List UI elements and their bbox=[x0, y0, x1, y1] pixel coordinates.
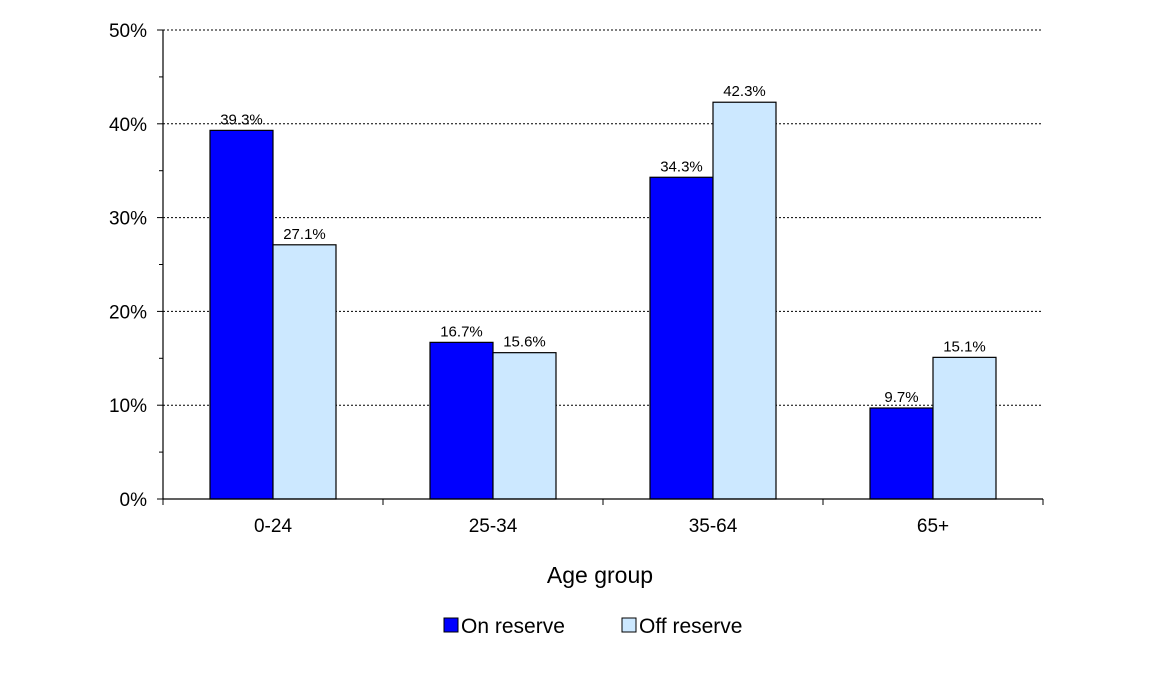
data-label: 9.7% bbox=[884, 389, 918, 406]
legend-label: On reserve bbox=[461, 615, 565, 638]
legend: On reserve Off reserve bbox=[443, 615, 742, 638]
y-tick-label: 50% bbox=[109, 21, 147, 42]
legend-swatch bbox=[443, 617, 459, 633]
data-label: 34.3% bbox=[660, 158, 703, 175]
x-tick-label: 25-34 bbox=[469, 516, 518, 537]
bar-on-reserve-25-34 bbox=[429, 341, 494, 500]
bar-on-reserve-65+ bbox=[869, 407, 934, 500]
y-tick-label: 20% bbox=[109, 302, 147, 323]
legend-label: Off reserve bbox=[639, 615, 742, 638]
axes: 0% 10% 20% 30% 40% 50% 0-24 25-34 35-64 65+ bbox=[109, 21, 1044, 537]
data-label: 16.7% bbox=[440, 323, 483, 340]
x-tick-label: 65+ bbox=[917, 516, 949, 537]
data-label: 39.3% bbox=[220, 111, 263, 128]
x-axis-title: Age group bbox=[547, 562, 653, 588]
bar-off-reserve-65+ bbox=[932, 356, 997, 500]
data-label: 15.1% bbox=[943, 338, 986, 355]
y-tick-label: 0% bbox=[120, 490, 148, 511]
x-tick-label: 35-64 bbox=[689, 516, 738, 537]
gridlines bbox=[163, 29, 1043, 406]
bar-off-reserve-35-64 bbox=[712, 101, 777, 500]
y-tick-label: 40% bbox=[109, 115, 147, 136]
data-labels: 39.3% 27.1% 16.7% 15.6% 34.3% 42.3% 9.7% 15.1% bbox=[220, 83, 986, 406]
bar-off-reserve-25-34 bbox=[492, 352, 557, 500]
x-tick-label: 0-24 bbox=[254, 516, 292, 537]
bar-off-reserve-0-24 bbox=[272, 244, 337, 500]
data-label: 42.3% bbox=[723, 83, 766, 100]
y-tick-label: 10% bbox=[109, 396, 147, 417]
bars bbox=[209, 101, 997, 500]
data-label: 27.1% bbox=[283, 226, 326, 243]
y-tick-label: 30% bbox=[109, 209, 147, 230]
bar-on-reserve-0-24 bbox=[209, 129, 274, 500]
legend-swatch bbox=[621, 617, 637, 633]
data-label: 15.6% bbox=[503, 334, 546, 351]
bar-on-reserve-35-64 bbox=[649, 176, 714, 500]
